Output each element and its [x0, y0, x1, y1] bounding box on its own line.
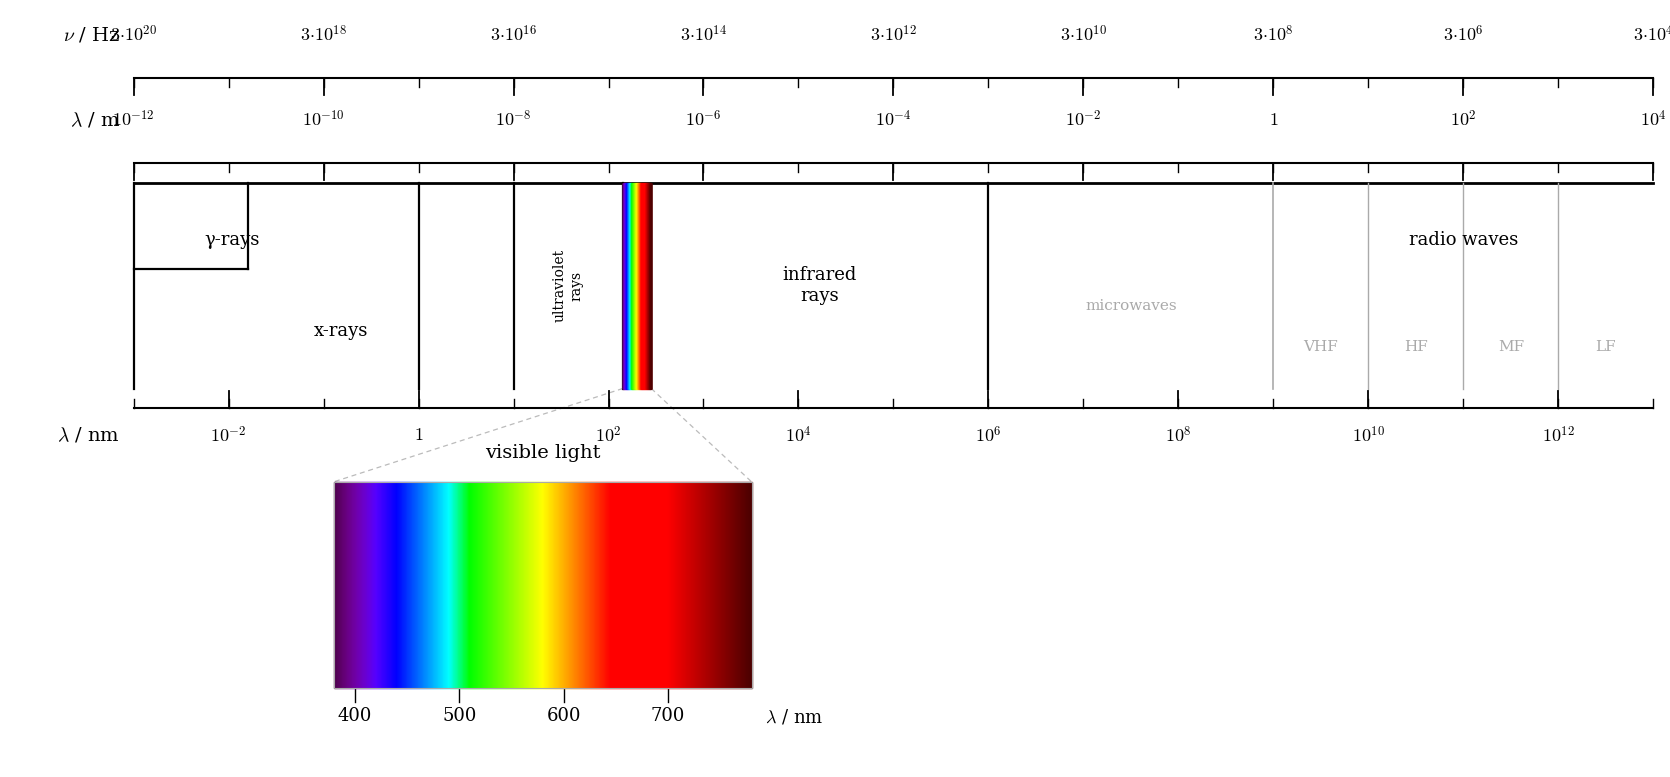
Text: $3{\cdot}10^{6}$: $3{\cdot}10^{6}$: [1443, 25, 1483, 45]
Text: $1$: $1$: [414, 426, 423, 444]
Text: $3{\cdot}10^{14}$: $3{\cdot}10^{14}$: [680, 25, 726, 45]
Text: microwaves: microwaves: [1086, 299, 1177, 313]
Text: $3{\cdot}10^{12}$: $3{\cdot}10^{12}$: [870, 25, 917, 45]
Text: x-rays: x-rays: [314, 322, 369, 340]
Text: $3{\cdot}10^{10}$: $3{\cdot}10^{10}$: [1060, 25, 1107, 45]
Text: ultraviolet
rays: ultraviolet rays: [553, 249, 583, 322]
Text: $10^{6}$: $10^{6}$: [975, 426, 1002, 446]
Text: VHF: VHF: [1304, 340, 1338, 354]
Text: $10^{-6}$: $10^{-6}$: [685, 110, 721, 131]
Text: 500: 500: [443, 707, 476, 725]
Text: MF: MF: [1498, 340, 1525, 354]
Text: $10^{-12}$: $10^{-12}$: [112, 110, 155, 131]
Text: $10^{-10}$: $10^{-10}$: [302, 110, 346, 131]
Text: $3{\cdot}10^{20}$: $3{\cdot}10^{20}$: [110, 25, 157, 45]
Text: $10^{4}$: $10^{4}$: [785, 426, 812, 446]
Text: $10^{4}$: $10^{4}$: [1640, 110, 1667, 131]
Text: $\lambda$ / m: $\lambda$ / m: [70, 111, 120, 130]
Text: $10^{2}$: $10^{2}$: [1450, 110, 1476, 131]
Text: $10^{-2}$: $10^{-2}$: [1065, 110, 1102, 131]
Text: $10^{10}$: $10^{10}$: [1351, 426, 1384, 446]
Text: $10^{2}$: $10^{2}$: [595, 426, 621, 446]
Text: 700: 700: [651, 707, 685, 725]
Text: $10^{-8}$: $10^{-8}$: [496, 110, 531, 131]
Text: $10^{-2}$: $10^{-2}$: [210, 426, 247, 446]
Text: $10^{-4}$: $10^{-4}$: [875, 110, 912, 131]
Text: $10^{12}$: $10^{12}$: [1541, 426, 1575, 446]
Text: radio waves: radio waves: [1409, 232, 1518, 249]
Text: 600: 600: [546, 707, 581, 725]
Text: $3{\cdot}10^{16}$: $3{\cdot}10^{16}$: [489, 25, 538, 45]
Text: $1$: $1$: [1269, 111, 1278, 130]
Text: $\nu$ / Hz: $\nu$ / Hz: [63, 26, 120, 44]
Text: $10^{8}$: $10^{8}$: [1166, 426, 1192, 446]
Text: 400: 400: [337, 707, 372, 725]
Text: HF: HF: [1404, 340, 1428, 354]
Text: $\lambda$ / nm: $\lambda$ / nm: [765, 707, 823, 726]
Text: $3{\cdot}10^{18}$: $3{\cdot}10^{18}$: [301, 25, 347, 45]
Text: LF: LF: [1595, 340, 1617, 354]
Text: γ-rays: γ-rays: [205, 232, 261, 249]
Bar: [334, 482, 752, 688]
Text: $3{\cdot}10^{8}$: $3{\cdot}10^{8}$: [1252, 25, 1294, 45]
Text: infrared
rays: infrared rays: [783, 267, 857, 305]
Text: $3{\cdot}10^{4}$: $3{\cdot}10^{4}$: [1633, 25, 1670, 45]
Text: visible light: visible light: [484, 444, 601, 462]
Text: $\lambda$ / nm: $\lambda$ / nm: [57, 426, 120, 444]
